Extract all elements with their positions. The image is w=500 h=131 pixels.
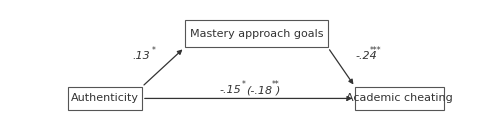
Text: ): ) xyxy=(276,85,280,95)
Text: Mastery approach goals: Mastery approach goals xyxy=(190,29,323,39)
Text: .13: .13 xyxy=(132,51,150,61)
FancyBboxPatch shape xyxy=(355,87,444,110)
Text: (-.18: (-.18 xyxy=(246,85,272,95)
Text: -.15: -.15 xyxy=(219,85,241,95)
Text: **: ** xyxy=(272,80,280,89)
FancyBboxPatch shape xyxy=(68,87,142,110)
FancyBboxPatch shape xyxy=(184,20,328,48)
Text: -.24: -.24 xyxy=(355,51,377,61)
Text: Authenticity: Authenticity xyxy=(71,93,139,103)
Text: ***: *** xyxy=(370,45,382,54)
Text: Academic cheating: Academic cheating xyxy=(346,93,453,103)
Text: *: * xyxy=(152,45,156,54)
Text: *: * xyxy=(242,80,246,89)
